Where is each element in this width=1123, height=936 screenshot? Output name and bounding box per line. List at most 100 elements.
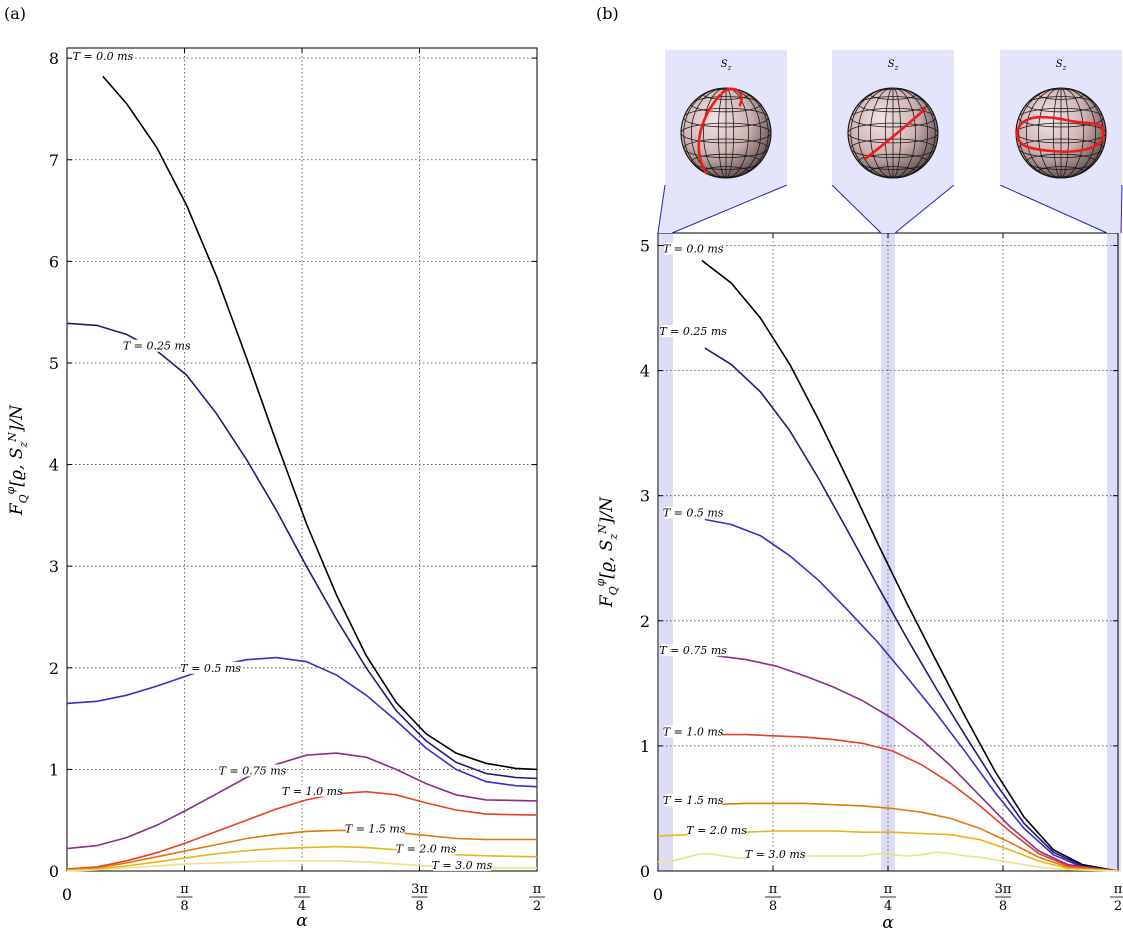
panel-b-label: (b) xyxy=(596,4,619,23)
chart-b-series-label-bg xyxy=(664,242,723,255)
chart-a-series-label-bg xyxy=(432,858,491,871)
chart-b-series-label-bg xyxy=(664,725,723,738)
chart-a-series-label-bg xyxy=(181,661,240,674)
chart-a-x-tick-label-num: 3π xyxy=(411,882,428,897)
chart-b-series-label-bg xyxy=(661,644,725,657)
inset-connector xyxy=(658,185,787,233)
chart-a-y-tick-label: 3 xyxy=(49,557,59,576)
chart-b-highlight-band xyxy=(1107,233,1121,871)
chart-b-series-line xyxy=(704,347,1119,872)
chart-b-highlight-band xyxy=(659,233,673,871)
sphere-longitude xyxy=(857,88,929,178)
sphere-longitude xyxy=(850,88,936,178)
chart-a-series-line xyxy=(66,656,538,788)
chart-b-x-tick-label-num: π xyxy=(884,882,893,897)
sphere-longitude xyxy=(683,88,769,178)
chart-a-x-tick-label-num: π xyxy=(180,882,189,897)
chart-b-series-label: T = 0.25 ms xyxy=(659,325,727,338)
sphere-state-curve xyxy=(863,107,927,161)
chart-a-x-tick-label-num: π xyxy=(533,882,542,897)
panel-a-label: (a) xyxy=(4,4,27,23)
chart-a-series-label: T = 0.0 ms xyxy=(73,50,134,63)
chart-a-series-label: T = 2.0 ms xyxy=(396,843,457,856)
chart-a-frame xyxy=(66,47,538,872)
chart-a-x-tick-label-den: 8 xyxy=(180,899,188,914)
chart-b-series-label-bg xyxy=(661,325,725,338)
bloch-sphere xyxy=(680,87,772,179)
chart-a-series-label: T = 0.75 ms xyxy=(219,764,287,777)
chart-b-series-label: T = 0.5 ms xyxy=(663,506,724,519)
sphere-longitude xyxy=(703,88,749,178)
chart-b-highlight-band xyxy=(881,233,895,871)
chart-b-y-tick-label: 2 xyxy=(640,612,650,631)
chart-a-y-tick-label: 7 xyxy=(49,151,59,170)
chart-b-y-axis-title: FQφ[ϱ, SzN]/N xyxy=(594,496,620,608)
inset-sz-label: Sz xyxy=(721,59,732,72)
chart-a-series-label-bg xyxy=(283,784,342,797)
chart-a-x-tick-label-num: π xyxy=(298,882,307,897)
chart-b-y-tick-label: 4 xyxy=(640,362,650,381)
sphere-grid xyxy=(1016,88,1106,178)
chart-a-series-label: T = 0.25 ms xyxy=(123,340,191,353)
chart-a-series-label: T = 1.5 ms xyxy=(345,822,406,835)
bloch-sphere-insets: Sz Sz Sz xyxy=(657,50,1123,234)
chart-b-series-line xyxy=(704,802,1119,872)
chart-b-series-label-bg xyxy=(687,824,746,837)
chart-a-series-label-bg xyxy=(125,339,189,352)
inset-sz-label: Sz xyxy=(888,59,899,72)
chart-a-series-label-bg xyxy=(220,764,285,777)
chart-a-series-label-bg xyxy=(397,842,456,855)
bloch-sphere xyxy=(847,87,939,179)
chart-a-series-label: T = 3.0 ms xyxy=(432,859,493,872)
chart-a-y-tick-label: 8 xyxy=(49,49,59,68)
chart-a-series-line xyxy=(66,829,537,871)
chart-b-y-tick-label: 1 xyxy=(640,737,650,756)
chart-a-series-label-bg xyxy=(73,50,132,63)
sphere-longitude xyxy=(1025,88,1097,178)
sphere-state-curve xyxy=(1015,115,1105,153)
chart-a-series-label: T = 1.0 ms xyxy=(282,785,343,798)
sphere-longitude xyxy=(884,88,902,178)
chart-b-y-tick-label: 5 xyxy=(640,237,650,256)
chart-a-y-tick-label: 6 xyxy=(49,252,59,271)
chart-b-x-tick-label-num: 3π xyxy=(995,882,1012,897)
chart-a-y-tick-label: 5 xyxy=(49,354,59,373)
inset-connector xyxy=(832,185,954,233)
chart-b-x-tick-label-num: π xyxy=(1114,882,1123,897)
chart-a-x-tick-label-den: 2 xyxy=(533,899,541,914)
chart-panel-b: 0 1 2 3 4 5 0 π 8 π 4 3π 8 π 2 α FQφ[ϱ, SzN]/N T = 0.0 ms… xyxy=(594,232,1123,933)
sphere-longitude xyxy=(870,88,916,178)
chart-a-series-label-bg xyxy=(346,822,405,835)
chart-a-x-tick-label: 0 xyxy=(62,885,72,904)
chart-a-y-tick-label: 1 xyxy=(49,760,59,779)
chart-b-series-line xyxy=(657,851,1119,872)
chart-b-y-tick-label: 0 xyxy=(640,862,650,881)
chart-b-series-line xyxy=(704,518,1119,872)
chart-a-x-axis-title: α xyxy=(296,911,308,931)
chart-a-y-axis-title: FQφ[ϱ, SzN]/N xyxy=(4,404,30,516)
chart-a-series-line xyxy=(66,322,538,780)
inset-connector-edge xyxy=(671,184,788,234)
chart-b-series-label-bg xyxy=(664,506,723,519)
inset-connector-edge xyxy=(831,184,882,234)
sphere-state-curve xyxy=(697,87,743,175)
chart-b-series-label-bg xyxy=(664,794,723,807)
chart-a-series-line xyxy=(66,790,538,870)
inset-connector-edge xyxy=(894,184,955,234)
sphere-longitude xyxy=(717,88,735,178)
chart-a-y-tick-label: 0 xyxy=(49,862,59,881)
chart-b-x-tick-label: 0 xyxy=(653,885,663,904)
chart-b-series-label: T = 1.0 ms xyxy=(663,725,724,738)
sphere-longitude xyxy=(1052,88,1070,178)
chart-b-series-line xyxy=(716,655,1119,872)
chart-a-x-tick-label-den: 8 xyxy=(415,899,423,914)
inset-connector-edge xyxy=(1120,184,1123,234)
chart-a-series-line xyxy=(102,75,538,771)
sphere-longitude xyxy=(690,88,762,178)
inset-connector-edge xyxy=(657,184,666,234)
chart-b-series-line xyxy=(710,733,1119,872)
chart-a-series-label: T = 0.5 ms xyxy=(180,662,241,675)
chart-b-series-label: T = 1.5 ms xyxy=(663,794,724,807)
chart-b-series-label: T = 2.0 ms xyxy=(686,824,747,837)
